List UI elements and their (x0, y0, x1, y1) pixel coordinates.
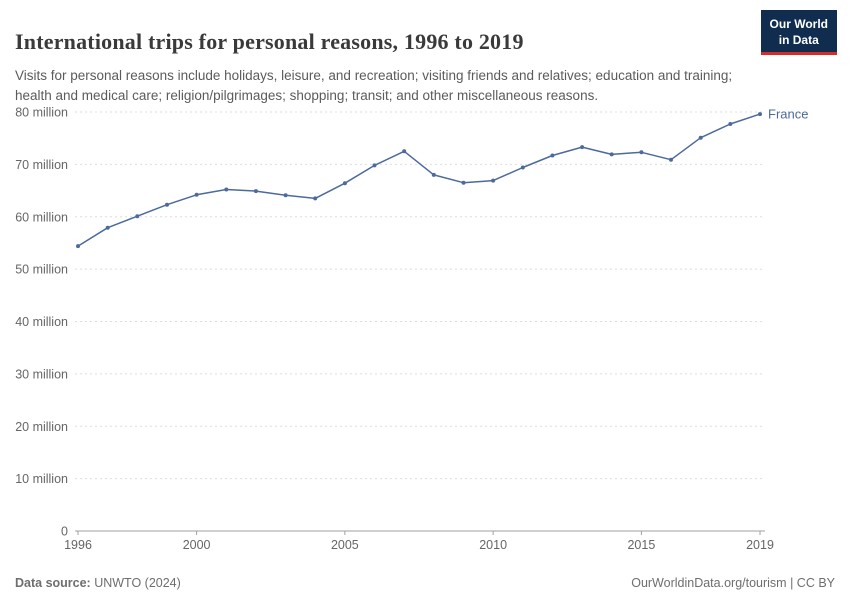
data-point[interactable] (165, 202, 169, 207)
y-tick-label: 70 million (15, 158, 68, 172)
data-source: Data source: UNWTO (2024) (15, 576, 181, 590)
data-point[interactable] (372, 163, 377, 168)
x-tick-label: 2005 (331, 538, 359, 552)
data-source-label: Data source: (15, 576, 91, 590)
data-point[interactable] (698, 135, 703, 140)
chart-title: International trips for personal reasons… (15, 28, 524, 54)
data-point[interactable] (639, 150, 644, 155)
y-tick-label: 10 million (15, 472, 68, 486)
data-point[interactable] (342, 181, 347, 186)
data-point[interactable] (609, 152, 614, 157)
series-line-france[interactable] (77, 113, 761, 247)
y-tick-label: 80 million (15, 106, 68, 120)
chart-subtitle: Visits for personal reasons include holi… (15, 67, 733, 103)
x-tick-label: 1996 (64, 538, 92, 552)
y-tick-label: 20 million (15, 420, 68, 434)
data-point[interactable] (283, 193, 288, 198)
owid-logo-line2: in Data (778, 33, 819, 48)
data-point[interactable] (461, 180, 466, 185)
y-tick-label: 0 (61, 525, 68, 539)
x-tick-label: 2000 (183, 538, 211, 552)
data-point[interactable] (313, 196, 318, 201)
data-point[interactable] (194, 192, 199, 197)
data-source-text: UNWTO (2024) (90, 576, 181, 590)
y-tick-label: 40 million (15, 315, 68, 329)
data-point[interactable] (669, 157, 673, 162)
y-tick-label: 50 million (15, 263, 68, 277)
data-point[interactable] (758, 112, 762, 117)
x-tick-label: 2019 (746, 538, 774, 552)
data-point[interactable] (520, 165, 525, 170)
data-point[interactable] (431, 172, 436, 177)
data-point[interactable] (550, 153, 555, 158)
x-tick-label: 2015 (627, 538, 655, 552)
owid-logo: Our World in Data (760, 10, 837, 56)
owid-logo-line1: Our World (769, 17, 828, 31)
y-tick-label: 60 million (15, 210, 68, 224)
data-point[interactable] (491, 178, 496, 183)
series-label[interactable]: France (768, 107, 808, 122)
y-tick-label: 30 million (15, 367, 68, 381)
data-point[interactable] (135, 214, 140, 219)
data-point[interactable] (580, 145, 585, 150)
footer-citation[interactable]: OurWorldinData.org/tourism | CC BY (631, 576, 835, 590)
data-point[interactable] (76, 244, 80, 249)
data-point[interactable] (253, 189, 258, 194)
x-tick-label: 2010 (479, 538, 507, 552)
data-point[interactable] (224, 187, 229, 192)
data-point[interactable] (402, 149, 407, 154)
data-point[interactable] (105, 225, 110, 230)
line-chart[interactable]: 0 10 million 20 million 30 million 40 millio… (0, 95, 850, 560)
data-point[interactable] (728, 122, 733, 126)
chart-footer: Data source: UNWTO (2024) OurWorldinData… (15, 576, 835, 590)
